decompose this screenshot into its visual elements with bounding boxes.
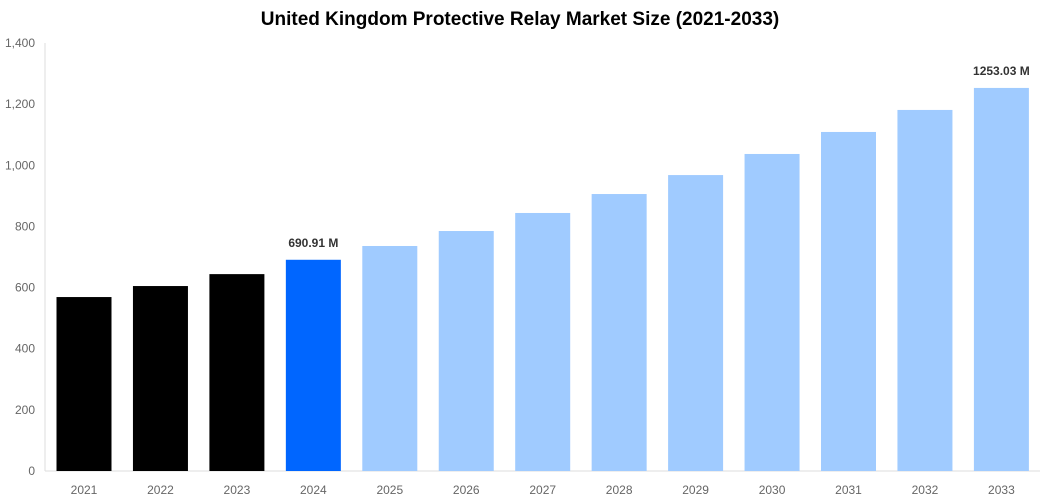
bar-2031 xyxy=(821,131,876,471)
bar-2023 xyxy=(209,274,265,471)
y-tick-label: 0 xyxy=(28,464,35,478)
data-label-2033: 1253.03 M xyxy=(973,64,1030,78)
x-tick-label: 2022 xyxy=(147,483,174,497)
bar-2021 xyxy=(56,297,112,471)
bar-2033 xyxy=(973,87,1029,471)
x-tick-label: 2024 xyxy=(300,483,327,497)
y-tick-label: 1,400 xyxy=(5,36,35,50)
bar-2028 xyxy=(591,194,647,471)
y-tick-label: 800 xyxy=(15,219,35,233)
x-tick-label: 2021 xyxy=(71,483,98,497)
chart-title: United Kingdom Protective Relay Market S… xyxy=(260,9,780,30)
bar-2032 xyxy=(897,109,953,472)
bar-2026 xyxy=(438,231,494,471)
y-tick-label: 400 xyxy=(15,342,35,356)
y-tick-label: 600 xyxy=(15,281,35,295)
data-label-2024: 690.91 M xyxy=(288,236,338,250)
x-tick-label: 2028 xyxy=(606,483,633,497)
x-tick-label: 2023 xyxy=(224,483,251,497)
bar-2022 xyxy=(132,286,188,471)
bar-2025 xyxy=(362,245,418,471)
bar-2024 xyxy=(285,259,341,471)
x-tick-label: 2027 xyxy=(529,483,556,497)
y-tick-label: 1,200 xyxy=(5,97,35,111)
y-tick-label: 200 xyxy=(15,403,35,417)
x-tick-label: 2030 xyxy=(759,483,786,497)
bar-2030 xyxy=(744,153,800,471)
y-tick-label: 1,000 xyxy=(5,158,35,172)
x-tick-label: 2031 xyxy=(835,483,862,497)
x-tick-label: 2026 xyxy=(453,483,480,497)
bar-2029 xyxy=(668,175,724,471)
bar-2027 xyxy=(515,212,571,471)
x-tick-label: 2025 xyxy=(376,483,403,497)
x-tick-label: 2033 xyxy=(988,483,1015,497)
x-tick-label: 2032 xyxy=(912,483,939,497)
x-tick-label: 2029 xyxy=(682,483,709,497)
